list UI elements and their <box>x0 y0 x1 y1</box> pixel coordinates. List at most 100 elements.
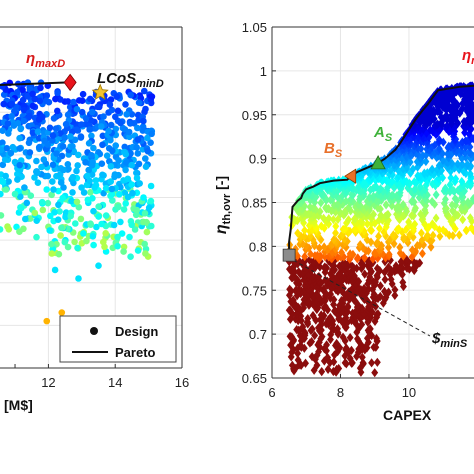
design-point <box>72 220 79 227</box>
left-x-tick-label: 16 <box>175 375 189 390</box>
design-point <box>38 198 46 206</box>
design-point <box>286 284 294 294</box>
design-point <box>399 251 407 261</box>
design-point <box>411 219 419 229</box>
design-point <box>102 184 110 192</box>
design-point <box>370 342 378 352</box>
design-point <box>69 142 76 150</box>
design-point <box>411 184 419 194</box>
design-point <box>141 87 148 95</box>
design-point <box>133 206 140 214</box>
design-point <box>371 368 379 378</box>
design-point <box>368 358 376 368</box>
design-point <box>294 355 302 365</box>
design-point <box>114 233 121 241</box>
design-point <box>44 199 52 207</box>
design-point <box>330 357 338 367</box>
design-point <box>29 102 37 110</box>
design-point <box>128 181 135 188</box>
design-point <box>43 317 51 325</box>
design-point <box>142 163 150 170</box>
design-point <box>107 96 115 103</box>
design-point <box>354 334 361 344</box>
design-point <box>49 132 57 139</box>
design-point <box>453 99 461 109</box>
design-point <box>57 232 64 239</box>
design-point <box>48 240 55 248</box>
design-point <box>468 223 474 233</box>
design-point <box>102 212 110 219</box>
design-point <box>92 177 100 184</box>
right-x-axis-label: CAPEX <box>383 407 432 423</box>
design-point <box>426 125 434 135</box>
right-y-tick-label: 0.7 <box>249 327 267 342</box>
design-point <box>46 124 54 132</box>
lcos-mind-label: LCoSminD <box>97 70 164 90</box>
design-point <box>135 160 143 168</box>
design-point <box>467 161 474 171</box>
design-point <box>382 200 390 210</box>
design-point <box>359 358 367 368</box>
design-point <box>366 324 374 334</box>
design-point <box>16 134 23 142</box>
design-point <box>392 261 400 271</box>
design-point <box>313 360 321 370</box>
design-point <box>33 157 40 165</box>
design-point <box>336 343 344 353</box>
design-point <box>286 380 293 389</box>
design-point <box>0 226 4 233</box>
design-point <box>318 367 326 377</box>
design-point <box>16 161 24 169</box>
design-point <box>67 212 74 220</box>
design-point <box>127 253 134 260</box>
design-point <box>374 309 382 319</box>
design-point <box>397 268 405 278</box>
design-point <box>395 224 403 234</box>
design-point <box>11 158 19 166</box>
design-point <box>46 227 53 234</box>
design-point <box>134 124 141 132</box>
design-point <box>35 144 43 151</box>
design-point <box>342 343 350 353</box>
design-point <box>332 228 339 238</box>
design-point <box>5 226 13 233</box>
design-point <box>313 350 321 360</box>
design-point <box>5 130 12 137</box>
right-x-tick-label: 10 <box>402 385 416 400</box>
as-label: AS <box>373 124 393 144</box>
design-point <box>373 357 381 367</box>
design-point <box>301 225 309 235</box>
design-point <box>87 221 95 228</box>
design-point <box>340 258 347 269</box>
design-point <box>126 233 133 241</box>
design-point <box>408 245 416 255</box>
design-point <box>345 258 353 269</box>
design-point <box>309 299 317 309</box>
design-point <box>56 171 64 178</box>
design-point <box>349 308 357 318</box>
design-point <box>61 134 69 141</box>
eta-max-label: ηmax <box>462 47 474 67</box>
design-point <box>424 230 431 240</box>
design-point <box>26 112 33 120</box>
design-point <box>27 215 34 222</box>
design-point <box>52 125 60 132</box>
design-point <box>315 271 323 282</box>
design-point <box>451 194 459 204</box>
design-point <box>52 95 59 103</box>
design-point <box>73 198 81 206</box>
design-point <box>322 203 330 213</box>
design-point <box>144 147 152 155</box>
design-point <box>432 213 440 223</box>
design-point <box>410 177 418 187</box>
design-point <box>43 186 50 193</box>
design-point <box>0 161 7 169</box>
design-point <box>315 323 322 333</box>
design-point <box>358 319 366 330</box>
design-point <box>21 184 28 191</box>
design-point <box>3 145 11 152</box>
design-point <box>308 324 316 334</box>
design-point <box>321 301 329 311</box>
design-point <box>372 277 379 287</box>
design-point <box>346 332 354 343</box>
